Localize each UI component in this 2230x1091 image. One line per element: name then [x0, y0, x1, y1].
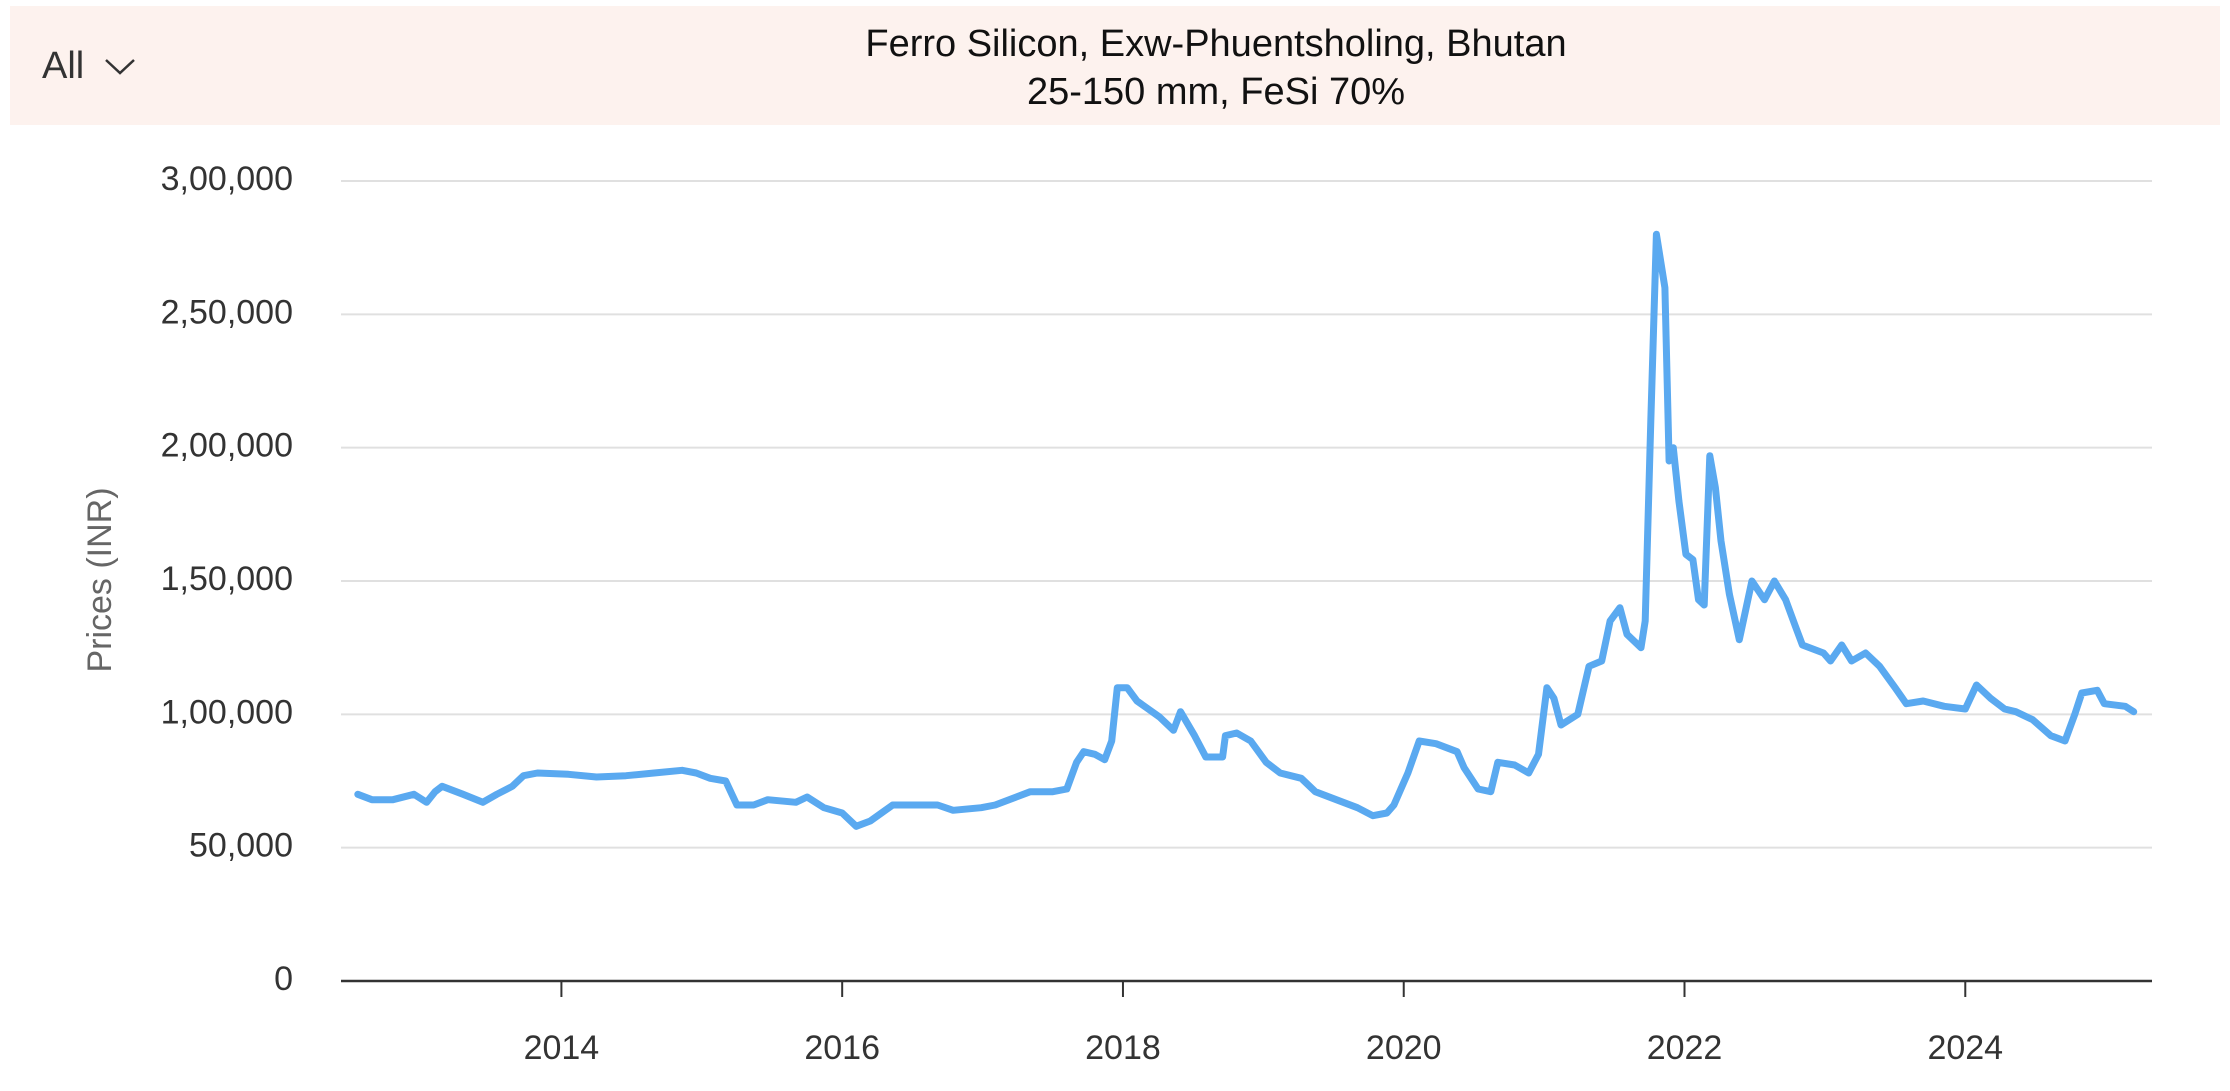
chart-title: Ferro Silicon, Exw-Phuentsholing, Bhutan	[865, 23, 1566, 65]
y-tick-label: 2,00,000	[161, 427, 293, 465]
y-tick-label: 2,50,000	[161, 293, 293, 331]
x-tick-label: 2018	[1085, 1029, 1161, 1067]
x-tick-label: 2020	[1366, 1029, 1442, 1067]
y-tick-label: 1,00,000	[161, 693, 293, 731]
x-tick-label: 2022	[1647, 1029, 1723, 1067]
y-tick-label: 50,000	[189, 827, 293, 865]
y-tick-label: 1,50,000	[161, 560, 293, 598]
y-axis-title: Prices (INR)	[81, 487, 119, 672]
x-tick-label: 2016	[804, 1029, 880, 1067]
filter-dropdown[interactable]: All	[42, 45, 135, 87]
header	[10, 6, 2220, 125]
price-line	[354, 230, 2138, 830]
y-tick-label: 3,00,000	[161, 160, 293, 198]
chevron[interactable]	[105, 59, 135, 75]
x-tick-label: 2024	[1927, 1029, 2003, 1067]
chart-subtitle: 25-150 mm, FeSi 70%	[1027, 71, 1405, 113]
filter-label[interactable]: All	[42, 45, 84, 87]
x-tick-label: 2014	[524, 1029, 600, 1067]
y-tick-label: 0	[274, 960, 293, 998]
